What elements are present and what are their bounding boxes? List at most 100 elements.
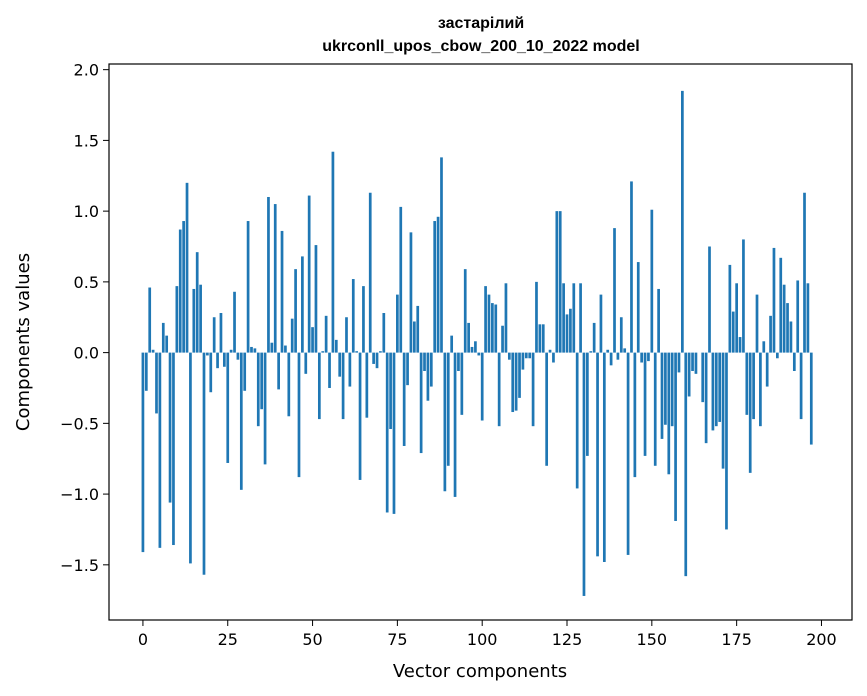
- bar-153: [660, 352, 664, 439]
- bar-12: [182, 221, 185, 353]
- bar-57: [334, 339, 338, 353]
- bar-11: [178, 229, 182, 353]
- bar-146: [636, 262, 640, 353]
- bar-110: [514, 352, 518, 411]
- bar-156: [670, 352, 674, 427]
- bar-61: [348, 352, 352, 387]
- bar-81: [416, 305, 420, 353]
- bar-8: [168, 352, 172, 503]
- bar-5: [158, 352, 162, 548]
- bar-182: [759, 352, 762, 427]
- bar-193: [796, 280, 800, 353]
- bar-183: [762, 341, 766, 353]
- bar-162: [691, 352, 694, 371]
- bar-132: [589, 351, 593, 353]
- bar-99: [477, 352, 481, 356]
- bar-155: [667, 352, 671, 475]
- bar-103: [491, 303, 494, 353]
- bar-67: [368, 192, 372, 353]
- bar-165: [701, 352, 705, 403]
- bar-23: [219, 313, 223, 353]
- x-tick-label: 0: [138, 630, 148, 649]
- bar-28: [236, 352, 240, 360]
- bar-88: [440, 157, 443, 353]
- bar-125: [565, 314, 569, 353]
- x-tick-label: 25: [218, 630, 238, 649]
- bar-148: [643, 352, 647, 456]
- bar-40: [277, 352, 280, 390]
- bar-47: [301, 256, 304, 353]
- bar-104: [494, 304, 498, 353]
- bar-139: [613, 228, 616, 353]
- y-axis-ticks: −1.5 −1.0 −0.5 0.0 0.5 1.0 1.5 2.0: [60, 61, 109, 575]
- bar-197: [809, 352, 813, 445]
- bar-56: [331, 151, 335, 353]
- bar-130: [582, 352, 586, 596]
- bar-190: [786, 303, 789, 353]
- bar-158: [677, 352, 681, 373]
- bar-144: [630, 181, 633, 353]
- bar-174: [731, 311, 735, 353]
- bar-75: [396, 294, 399, 353]
- bar-46: [297, 352, 301, 478]
- bar-45: [294, 269, 297, 353]
- bar-59: [341, 352, 345, 420]
- y-tick-label: −1.0: [60, 485, 99, 504]
- bar-63: [355, 351, 359, 353]
- bar-80: [412, 321, 416, 353]
- y-tick-label: −0.5: [60, 414, 99, 433]
- bar-154: [664, 352, 667, 425]
- bar-50: [311, 327, 314, 353]
- bar-163: [694, 352, 698, 374]
- bar-161: [687, 352, 691, 397]
- bar-35: [260, 352, 264, 410]
- bar-16: [195, 252, 199, 353]
- bar-112: [521, 352, 525, 370]
- bar-115: [531, 352, 535, 427]
- bar-114: [528, 352, 532, 359]
- bar-49: [307, 195, 311, 353]
- bar-108: [507, 352, 511, 360]
- bar-51: [314, 245, 318, 353]
- bar-151: [653, 352, 657, 466]
- bar-160: [684, 352, 688, 577]
- bar-131: [586, 352, 589, 456]
- bar-117: [538, 324, 542, 353]
- bar-21: [212, 317, 216, 353]
- bar-147: [640, 352, 644, 363]
- bar-111: [518, 352, 521, 398]
- bar-196: [806, 283, 810, 353]
- bar-52: [317, 352, 321, 420]
- bar-143: [626, 352, 630, 555]
- bar-142: [623, 348, 627, 353]
- bar-128: [575, 352, 579, 489]
- bar-2: [148, 287, 152, 353]
- bar-93: [457, 352, 460, 371]
- y-axis-label: Components values: [13, 253, 34, 431]
- x-tick-label: 175: [721, 630, 752, 649]
- bar-96: [467, 322, 470, 353]
- bar-192: [792, 352, 796, 371]
- bar-55: [328, 352, 331, 388]
- bar-189: [782, 284, 786, 353]
- bar-33: [253, 348, 257, 353]
- bar-31: [246, 221, 250, 353]
- bar-3: [151, 349, 155, 353]
- bar-109: [511, 352, 515, 413]
- bar-97: [470, 346, 474, 353]
- y-tick-label: 2.0: [74, 61, 99, 80]
- bar-194: [799, 352, 803, 420]
- bar-38: [270, 342, 274, 353]
- bar-101: [484, 286, 487, 353]
- bar-43: [287, 352, 291, 417]
- bar-138: [609, 352, 613, 366]
- bar-127: [572, 283, 576, 353]
- bar-184: [765, 352, 769, 387]
- plot-frame: [108, 63, 853, 621]
- bar-98: [474, 341, 477, 353]
- bar-94: [460, 352, 464, 415]
- bar-136: [602, 352, 606, 562]
- x-tick-label: 75: [387, 630, 407, 649]
- bar-29: [239, 352, 243, 490]
- bar-0: [141, 352, 145, 553]
